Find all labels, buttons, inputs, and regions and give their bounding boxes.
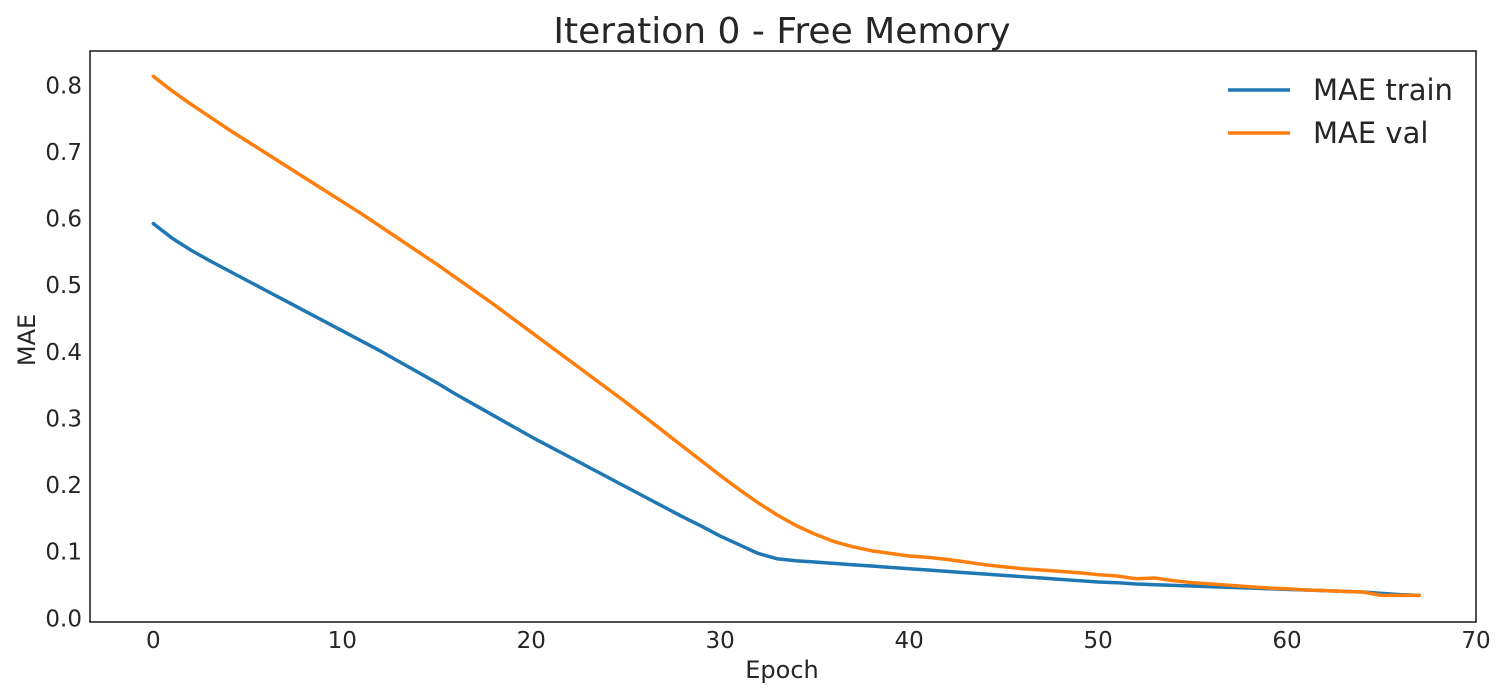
series-line-1 [151, 74, 1422, 598]
y-tick-label: 0.3 [45, 406, 82, 432]
series-group [151, 74, 1422, 598]
y-tick-label: 0.8 [45, 73, 82, 99]
x-tick-label: 20 [517, 628, 546, 654]
legend-label-0: MAE train [1313, 73, 1453, 107]
x-tick-label: 30 [706, 628, 735, 654]
y-tick-label: 0.1 [45, 540, 82, 566]
x-axis-ticks: 0 10 20 30 40 50 60 70 [146, 628, 1491, 654]
x-axis-label: Epoch [745, 656, 819, 684]
plot-frame [89, 50, 1477, 623]
y-tick-label: 0.0 [45, 606, 82, 632]
y-tick-label: 0.6 [45, 207, 82, 233]
x-tick-label: 60 [1272, 628, 1301, 654]
chart-title: Iteration 0 - Free Memory [553, 11, 1010, 52]
plot-area: 0 10 20 30 40 50 60 70 0.0 0.1 0.2 0.3 0.4 0.5 0.6 0.7… [45, 50, 1491, 654]
x-tick-label: 70 [1461, 628, 1490, 654]
y-axis-ticks: 0.0 0.1 0.2 0.3 0.4 0.5 0.6 0.7 0.8 [45, 73, 82, 632]
x-tick-label: 40 [894, 628, 923, 654]
x-tick-label: 0 [146, 628, 161, 654]
y-tick-label: 0.2 [45, 473, 82, 499]
legend-label-1: MAE val [1313, 116, 1428, 150]
series-line-0 [151, 221, 1422, 598]
y-tick-label: 0.4 [45, 340, 82, 366]
x-tick-label: 50 [1083, 628, 1112, 654]
y-tick-label: 0.7 [45, 140, 82, 166]
legend: MAE train MAE val [1228, 73, 1453, 150]
y-tick-label: 0.5 [45, 273, 82, 299]
x-tick-label: 10 [328, 628, 357, 654]
y-axis-label: MAE [13, 314, 41, 366]
